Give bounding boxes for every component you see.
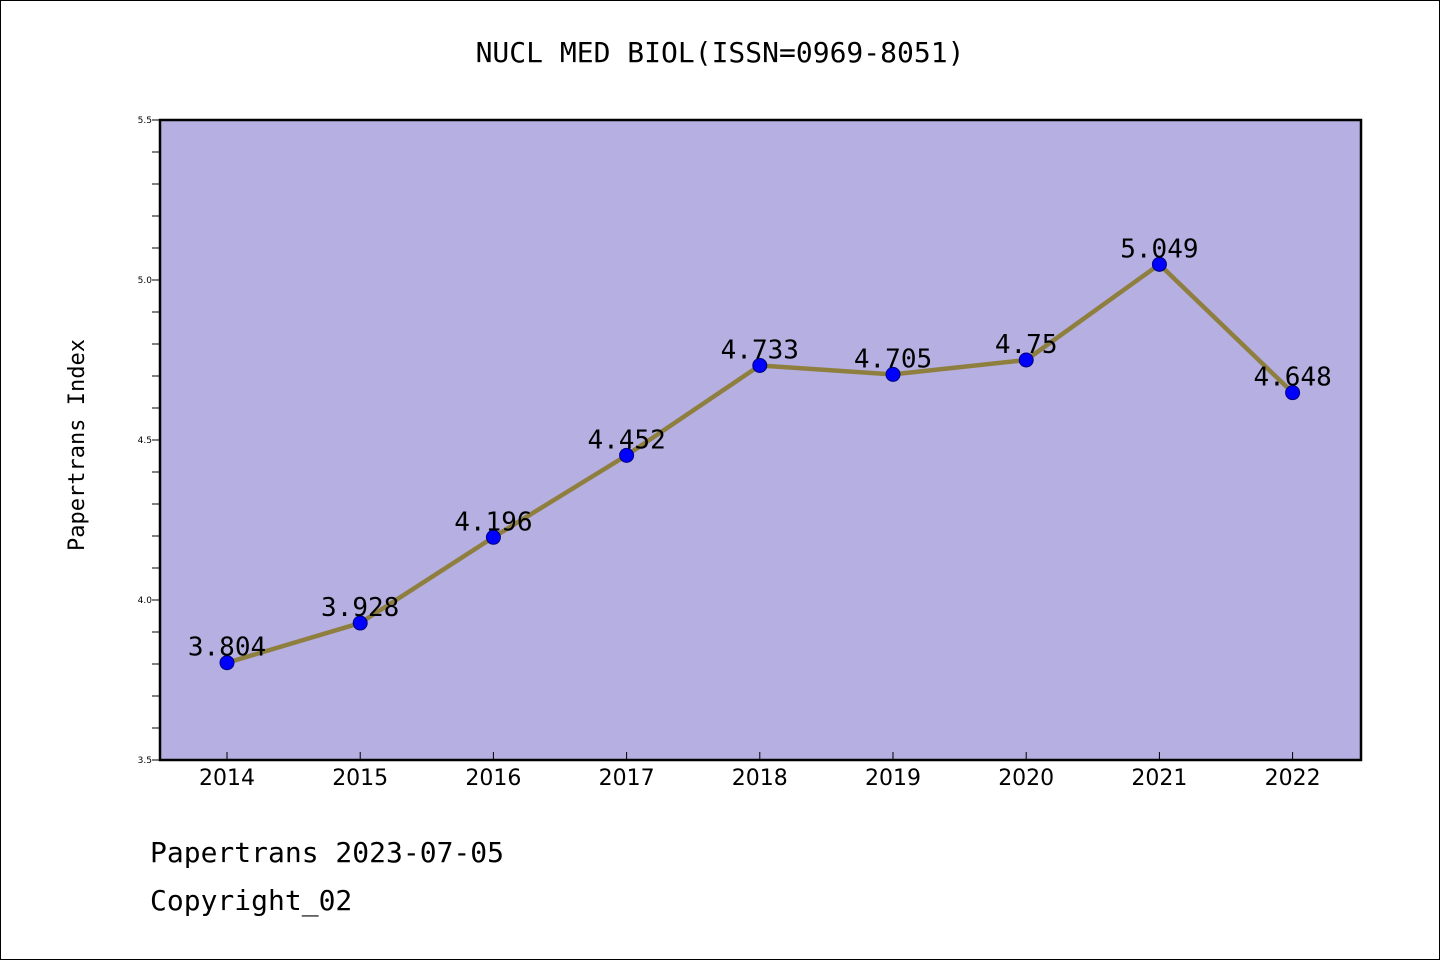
data-label: 4.196 xyxy=(454,507,532,537)
data-label: 4.452 xyxy=(587,425,665,455)
y-tick-label: 4.5 xyxy=(138,436,152,446)
data-label: 4.75 xyxy=(995,330,1058,360)
y-axis: 3.5 4.0 4.5 5.0 5.5 xyxy=(138,116,160,766)
y-tick-label: 4.0 xyxy=(138,596,153,606)
x-tick-label: 2018 xyxy=(732,766,788,791)
data-label: 3.928 xyxy=(321,593,399,623)
data-point xyxy=(219,655,235,671)
data-label: 4.705 xyxy=(854,344,932,374)
data-labels: 3.804 3.928 4.196 4.452 4.733 4.705 4.75 5.049 4… xyxy=(188,234,1332,662)
footer-date: Papertrans 2023-07-05 xyxy=(150,836,505,869)
x-tick-label: 2020 xyxy=(998,766,1054,791)
data-point xyxy=(1285,385,1301,401)
x-tick-label: 2017 xyxy=(599,766,655,791)
x-tick-label: 2019 xyxy=(865,766,921,791)
x-tick-label: 2015 xyxy=(332,766,388,791)
x-tick-label: 2021 xyxy=(1131,766,1187,791)
x-axis: 2014 2015 2016 2017 2018 2019 2020 2021 2022 xyxy=(199,752,1321,791)
data-point xyxy=(1018,352,1034,368)
x-tick-label: 2016 xyxy=(465,766,521,791)
data-label: 4.733 xyxy=(721,335,799,365)
data-point xyxy=(619,447,635,463)
data-label: 4.648 xyxy=(1253,363,1331,393)
data-point xyxy=(885,366,901,382)
y-tick-label: 3.5 xyxy=(138,756,152,766)
data-point xyxy=(352,615,368,631)
data-label: 5.049 xyxy=(1120,234,1198,264)
x-tick-label: 2014 xyxy=(199,766,255,791)
y-axis-label: Papertrans Index xyxy=(65,339,90,551)
plot-area xyxy=(158,118,1363,762)
series-markers xyxy=(219,256,1301,671)
x-tick-label: 2022 xyxy=(1265,766,1321,791)
y-tick-label: 5.0 xyxy=(138,276,153,286)
data-label: 3.804 xyxy=(188,633,266,663)
data-point xyxy=(752,357,768,373)
data-point xyxy=(1151,256,1167,272)
footer-copyright: Copyright_02 xyxy=(150,884,353,917)
y-tick-label: 5.5 xyxy=(138,116,152,126)
data-point xyxy=(485,529,501,545)
chart-title: NUCL MED BIOL(ISSN=0969-8051) xyxy=(475,36,965,69)
